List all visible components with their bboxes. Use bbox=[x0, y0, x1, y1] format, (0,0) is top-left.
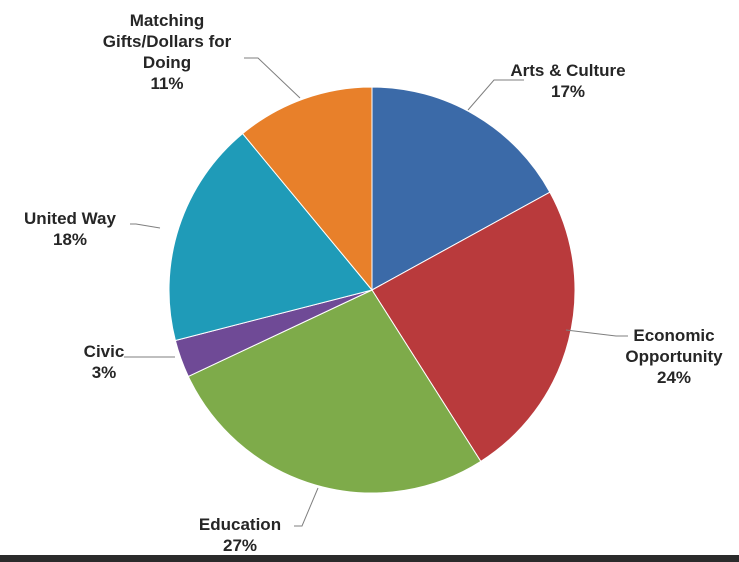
slice-label-civic: Civic 3% bbox=[84, 342, 125, 382]
leader-line-economic-opportunity bbox=[565, 329, 628, 337]
slice-name-line: Education bbox=[199, 515, 281, 534]
slice-percent-label: 27% bbox=[223, 536, 257, 555]
pie-slice-arts-culture bbox=[371, 86, 551, 291]
slice-name-line: Opportunity bbox=[625, 347, 723, 366]
slice-label-economic-opportunity: Economic Opportunity 24% bbox=[625, 326, 723, 387]
pie-slice-education bbox=[187, 289, 482, 494]
pie-slice-united-way bbox=[168, 132, 373, 342]
slice-name-line: United Way bbox=[24, 209, 116, 228]
leader-line-education bbox=[294, 487, 319, 527]
slice-percent-label: 18% bbox=[53, 230, 87, 249]
pie-slice-economic-opportunity bbox=[371, 191, 576, 463]
pie-slice-matching-gifts-dollars-for-doing bbox=[241, 86, 373, 292]
pie-slices bbox=[168, 86, 576, 494]
bottom-edge-bar bbox=[0, 555, 739, 562]
slice-label-matching-gifts-dollars-for-doing: Matching Gifts/Dollars for Doing 11% bbox=[103, 11, 232, 93]
slice-name-line: Gifts/Dollars for bbox=[103, 32, 232, 51]
leader-line-united-way bbox=[130, 223, 161, 229]
slice-percent-label: 11% bbox=[150, 74, 183, 93]
slice-name-line: Economic bbox=[633, 326, 714, 345]
slice-name-line: Matching bbox=[130, 11, 205, 30]
slice-percent-label: 17% bbox=[551, 82, 585, 101]
leader-line-arts-culture bbox=[467, 79, 524, 111]
slice-labels: Arts & Culture 17%Economic Opportunity 24%E… bbox=[24, 11, 723, 555]
leader-line-matching-gifts-dollars-for-doing bbox=[244, 57, 301, 99]
slice-name-line: Civic bbox=[84, 342, 125, 361]
slice-name-line: Arts & Culture bbox=[510, 61, 625, 80]
slice-label-united-way: United Way 18% bbox=[24, 209, 116, 249]
slice-label-education: Education 27% bbox=[199, 515, 281, 555]
slice-percent-label: 24% bbox=[657, 368, 691, 387]
slice-name-line: Doing bbox=[143, 53, 191, 72]
leader-lines bbox=[124, 57, 628, 527]
slice-label-arts-culture: Arts & Culture 17% bbox=[510, 61, 625, 101]
slice-percent-label: 3% bbox=[92, 363, 117, 382]
